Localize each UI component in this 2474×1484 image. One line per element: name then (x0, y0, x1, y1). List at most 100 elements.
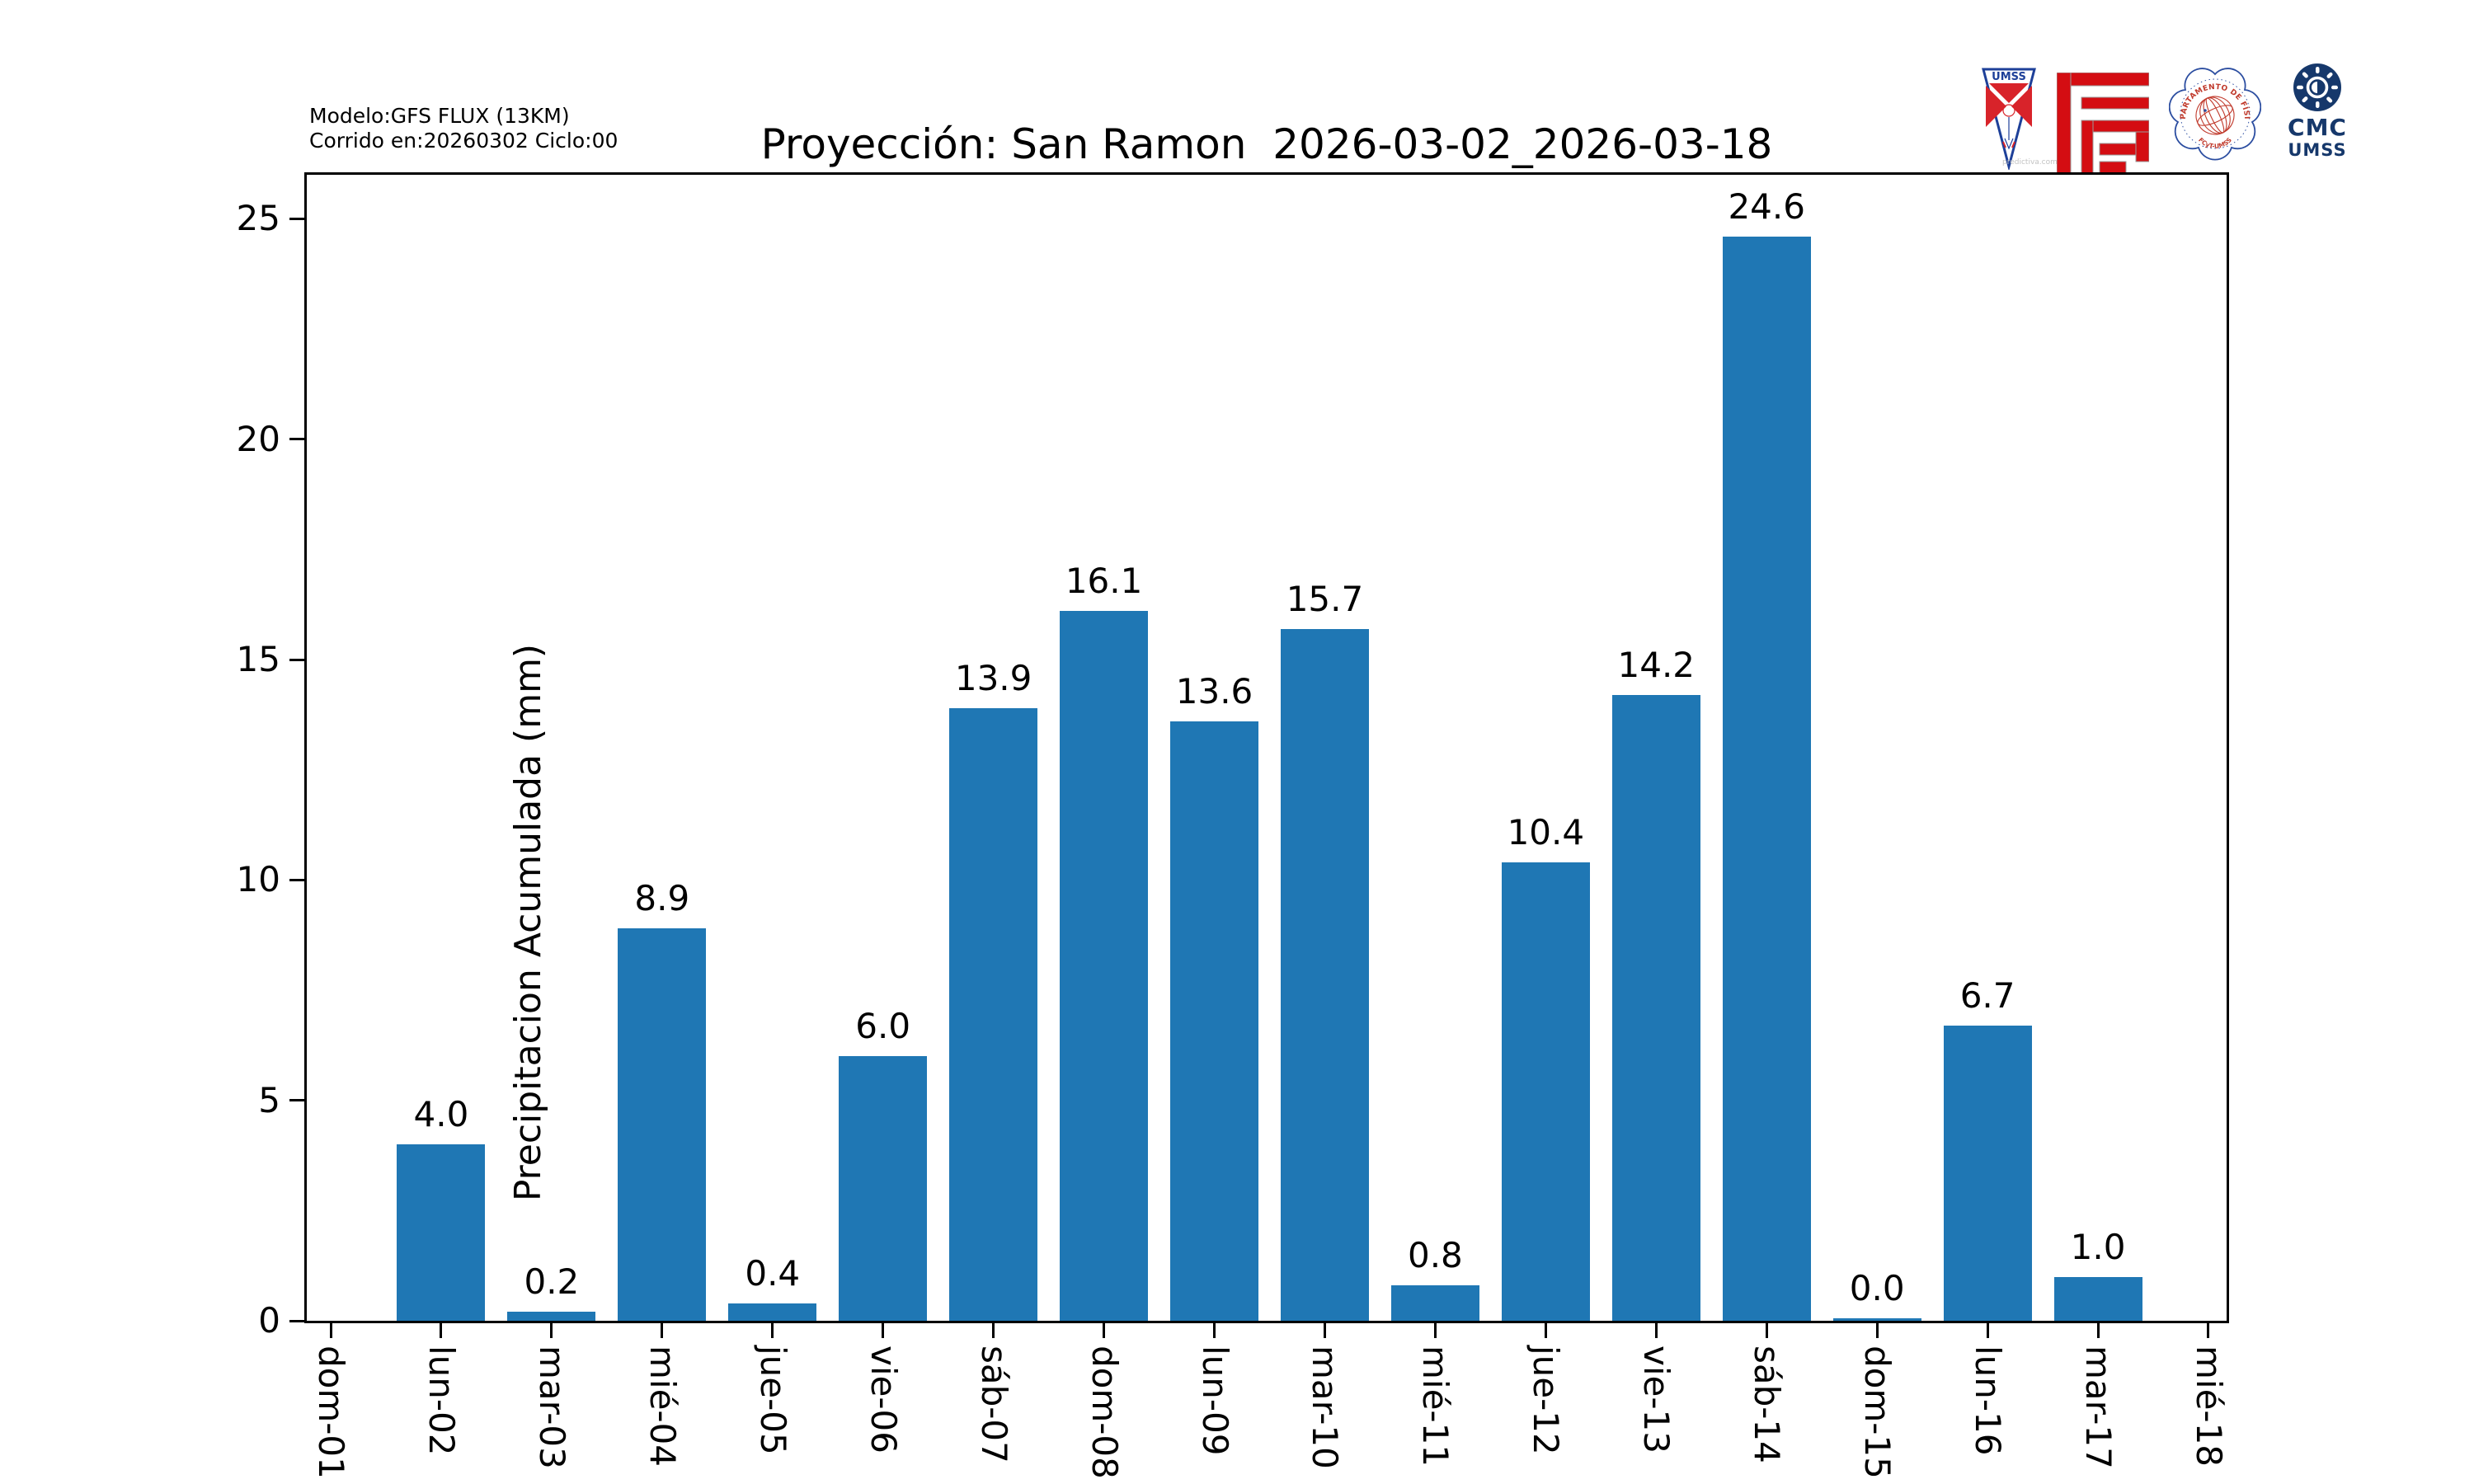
bar-value-label: 13.9 (954, 657, 1032, 698)
fcyt-red-icon (2056, 72, 2150, 174)
bar (1501, 862, 1590, 1321)
x-tick-label: mar-10 (1305, 1345, 1346, 1469)
x-tick-label: lun-02 (421, 1345, 462, 1456)
umss-pennant-logo: UMSS predictiva.com (1981, 66, 2058, 171)
bar (2053, 1276, 2142, 1321)
y-tick (289, 438, 304, 441)
x-tick (771, 1323, 774, 1338)
x-tick (992, 1323, 995, 1338)
x-tick-label: vie-06 (863, 1345, 904, 1453)
y-tick-label: 5 (258, 1079, 280, 1120)
x-tick-label: vie-13 (1636, 1345, 1677, 1453)
y-tick (289, 658, 304, 661)
x-tick (1654, 1323, 1658, 1338)
x-tick-label: sáb-14 (1747, 1345, 1788, 1463)
bar (1280, 628, 1369, 1321)
svg-text:FCyT-UMSS: FCyT-UMSS (2197, 136, 2233, 150)
bar (1611, 694, 1700, 1321)
bar-value-label: 15.7 (1286, 578, 1364, 619)
bar-value-label: 8.9 (634, 878, 690, 919)
model-info: Modelo:GFS FLUX (13KM) Corrido en:202603… (309, 104, 618, 153)
bar-value-label: 0.0 (1849, 1268, 1905, 1308)
bar (618, 928, 707, 1321)
fisica-seal-icon: DEPARTAMENTO DE FÍSICA FCyT-UMSS (2166, 54, 2262, 161)
bar-value-label: 6.0 (855, 1006, 911, 1047)
y-tick-label: 20 (236, 418, 280, 459)
logo-strip: UMSS predictiva.com (1975, 54, 2371, 181)
x-tick-label: mié-18 (2188, 1345, 2229, 1468)
x-tick (882, 1323, 885, 1338)
y-tick (289, 217, 304, 220)
bar (1170, 721, 1259, 1321)
x-tick (440, 1323, 443, 1338)
bar (1722, 236, 1811, 1321)
x-tick-label: mar-17 (2078, 1345, 2119, 1469)
y-tick-label: 15 (236, 639, 280, 680)
x-tick (1875, 1323, 1879, 1338)
chart-title: Proyección: San Ramon 2026-03-02_2026-03… (760, 120, 1773, 168)
x-tick (1213, 1323, 1216, 1338)
bar (728, 1303, 817, 1321)
x-tick-label: jue-12 (1526, 1345, 1567, 1455)
bar (949, 707, 1038, 1321)
y-tick-label: 0 (258, 1300, 280, 1341)
x-tick (1433, 1323, 1437, 1338)
model-line-2: Corrido en:20260302 Ciclo:00 (309, 129, 618, 153)
x-tick (1986, 1323, 1989, 1338)
x-tick (1544, 1323, 1547, 1338)
x-tick (661, 1323, 664, 1338)
bar-value-label: 0.4 (745, 1252, 801, 1294)
x-tick (2096, 1323, 2100, 1338)
fisica-seal-bottom-text: FCyT-UMSS (2197, 136, 2233, 150)
x-tick-label: dom-01 (311, 1345, 351, 1479)
bar-value-label: 0.2 (524, 1261, 580, 1303)
cmc-gear-icon (2293, 63, 2341, 111)
bar-value-label: 16.1 (1065, 561, 1143, 602)
bar-value-label: 4.0 (413, 1094, 469, 1135)
y-tick (289, 1319, 304, 1322)
x-tick-label: mar-03 (531, 1345, 572, 1469)
umss-pennant-icon: UMSS (1982, 68, 2036, 171)
x-tick-label: lun-09 (1194, 1345, 1235, 1456)
x-tick-label: jue-05 (752, 1345, 793, 1455)
umss-pennant-label: UMSS (1992, 71, 2026, 83)
y-tick-label: 10 (236, 859, 280, 900)
bar-value-label: 13.6 (1175, 670, 1253, 711)
bar (1943, 1025, 2032, 1321)
bar-value-label: 14.2 (1617, 644, 1696, 685)
x-tick (550, 1323, 553, 1338)
cmc-umss-text: UMSS (2288, 140, 2347, 160)
bar (1832, 1318, 1921, 1321)
bar (1060, 611, 1149, 1321)
x-tick (329, 1323, 332, 1338)
x-tick-label: mié-11 (1415, 1345, 1456, 1468)
cmc-text: CMC (2288, 114, 2347, 141)
x-tick-label: lun-16 (1968, 1345, 2009, 1456)
bar (397, 1144, 486, 1321)
bar-value-label: 10.4 (1507, 812, 1585, 852)
plot-area: Precipitacion Acumulada (mm) dom-01 lun-0… (237, 172, 2229, 1479)
x-tick-label: dom-08 (1084, 1345, 1125, 1479)
x-tick-label: mié-04 (642, 1345, 683, 1468)
bar-value-label: 1.0 (2070, 1226, 2126, 1267)
bar (1390, 1285, 1479, 1321)
bar (839, 1056, 928, 1321)
bar-value-label: 24.6 (1728, 186, 1805, 227)
y-tick (289, 1099, 304, 1102)
y-tick (289, 878, 304, 881)
watermark-text: predictiva.com (2002, 158, 2058, 167)
bar (507, 1312, 596, 1321)
fisica-seal-logo: DEPARTAMENTO DE FÍSICA FCyT-UMSS (2166, 54, 2262, 168)
x-tick (2207, 1323, 2210, 1338)
x-tick (1765, 1323, 1768, 1338)
x-tick-label: sáb-07 (973, 1345, 1014, 1463)
x-tick (1103, 1323, 1106, 1338)
y-tick-label: 25 (236, 198, 280, 239)
fcyt-red-logo (2056, 72, 2150, 174)
x-tick-label: dom-15 (1857, 1345, 1898, 1479)
cmc-umss-logo: CMC UMSS (2283, 63, 2352, 160)
x-tick (1323, 1323, 1326, 1338)
bar-value-label: 0.8 (1407, 1235, 1463, 1276)
bar-value-label: 6.7 (1959, 974, 2015, 1016)
